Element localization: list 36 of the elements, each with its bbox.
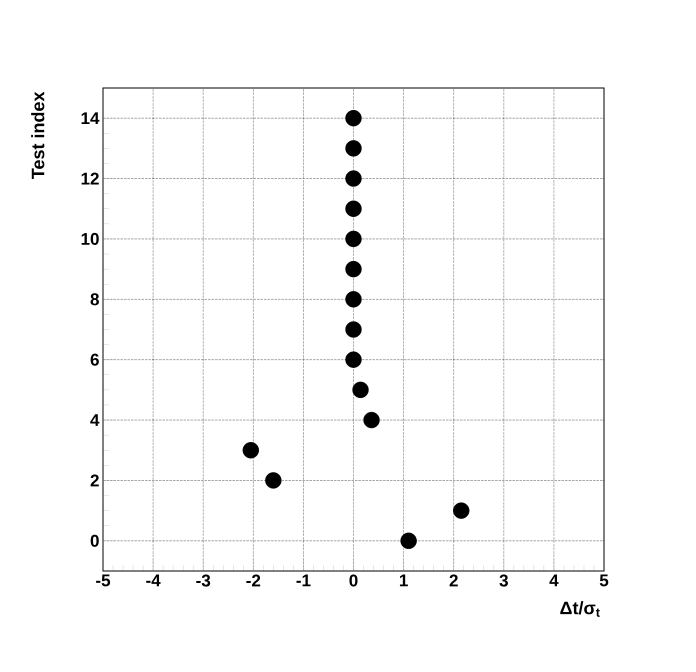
x-tick-label: -2 (246, 574, 260, 586)
point (453, 502, 470, 519)
x-axis-title: Δt/σ$_{t}$ (560, 601, 600, 617)
x-tick-label: 3 (499, 574, 508, 587)
point (352, 382, 369, 398)
y-tick-label: 10 (82, 232, 99, 245)
x-tick-label: -1 (296, 574, 310, 586)
y-axis-title: Test index (31, 92, 44, 180)
y-tick-label: 8 (90, 293, 99, 306)
y-tick-label: 14 (82, 112, 100, 124)
point (345, 140, 362, 157)
point (345, 230, 362, 248)
x-tick-label: -3 (196, 574, 210, 587)
point (363, 412, 380, 428)
point (345, 321, 362, 338)
point (345, 170, 362, 187)
x-tick-label: 1 (400, 574, 408, 586)
point (345, 291, 362, 308)
x-tick-label: -5 (96, 574, 110, 586)
x-tick-label: 4 (549, 574, 559, 586)
y-tick-label: 12 (82, 172, 99, 184)
y-tick-label: 2 (90, 474, 99, 486)
point (345, 200, 362, 217)
point (242, 442, 259, 458)
y-tick-label: 6 (90, 354, 99, 366)
x-tick-label: 5 (600, 574, 608, 586)
point (400, 532, 417, 550)
point (345, 351, 362, 368)
point (345, 110, 362, 126)
x-tick-label: -4 (146, 574, 161, 586)
x-tick-label: 2 (450, 574, 458, 586)
y-tick-label: 4 (90, 414, 100, 426)
point (345, 260, 362, 278)
y-tick-label: 0 (90, 534, 99, 547)
point (265, 472, 282, 489)
x-tick-label: 0 (349, 574, 358, 587)
